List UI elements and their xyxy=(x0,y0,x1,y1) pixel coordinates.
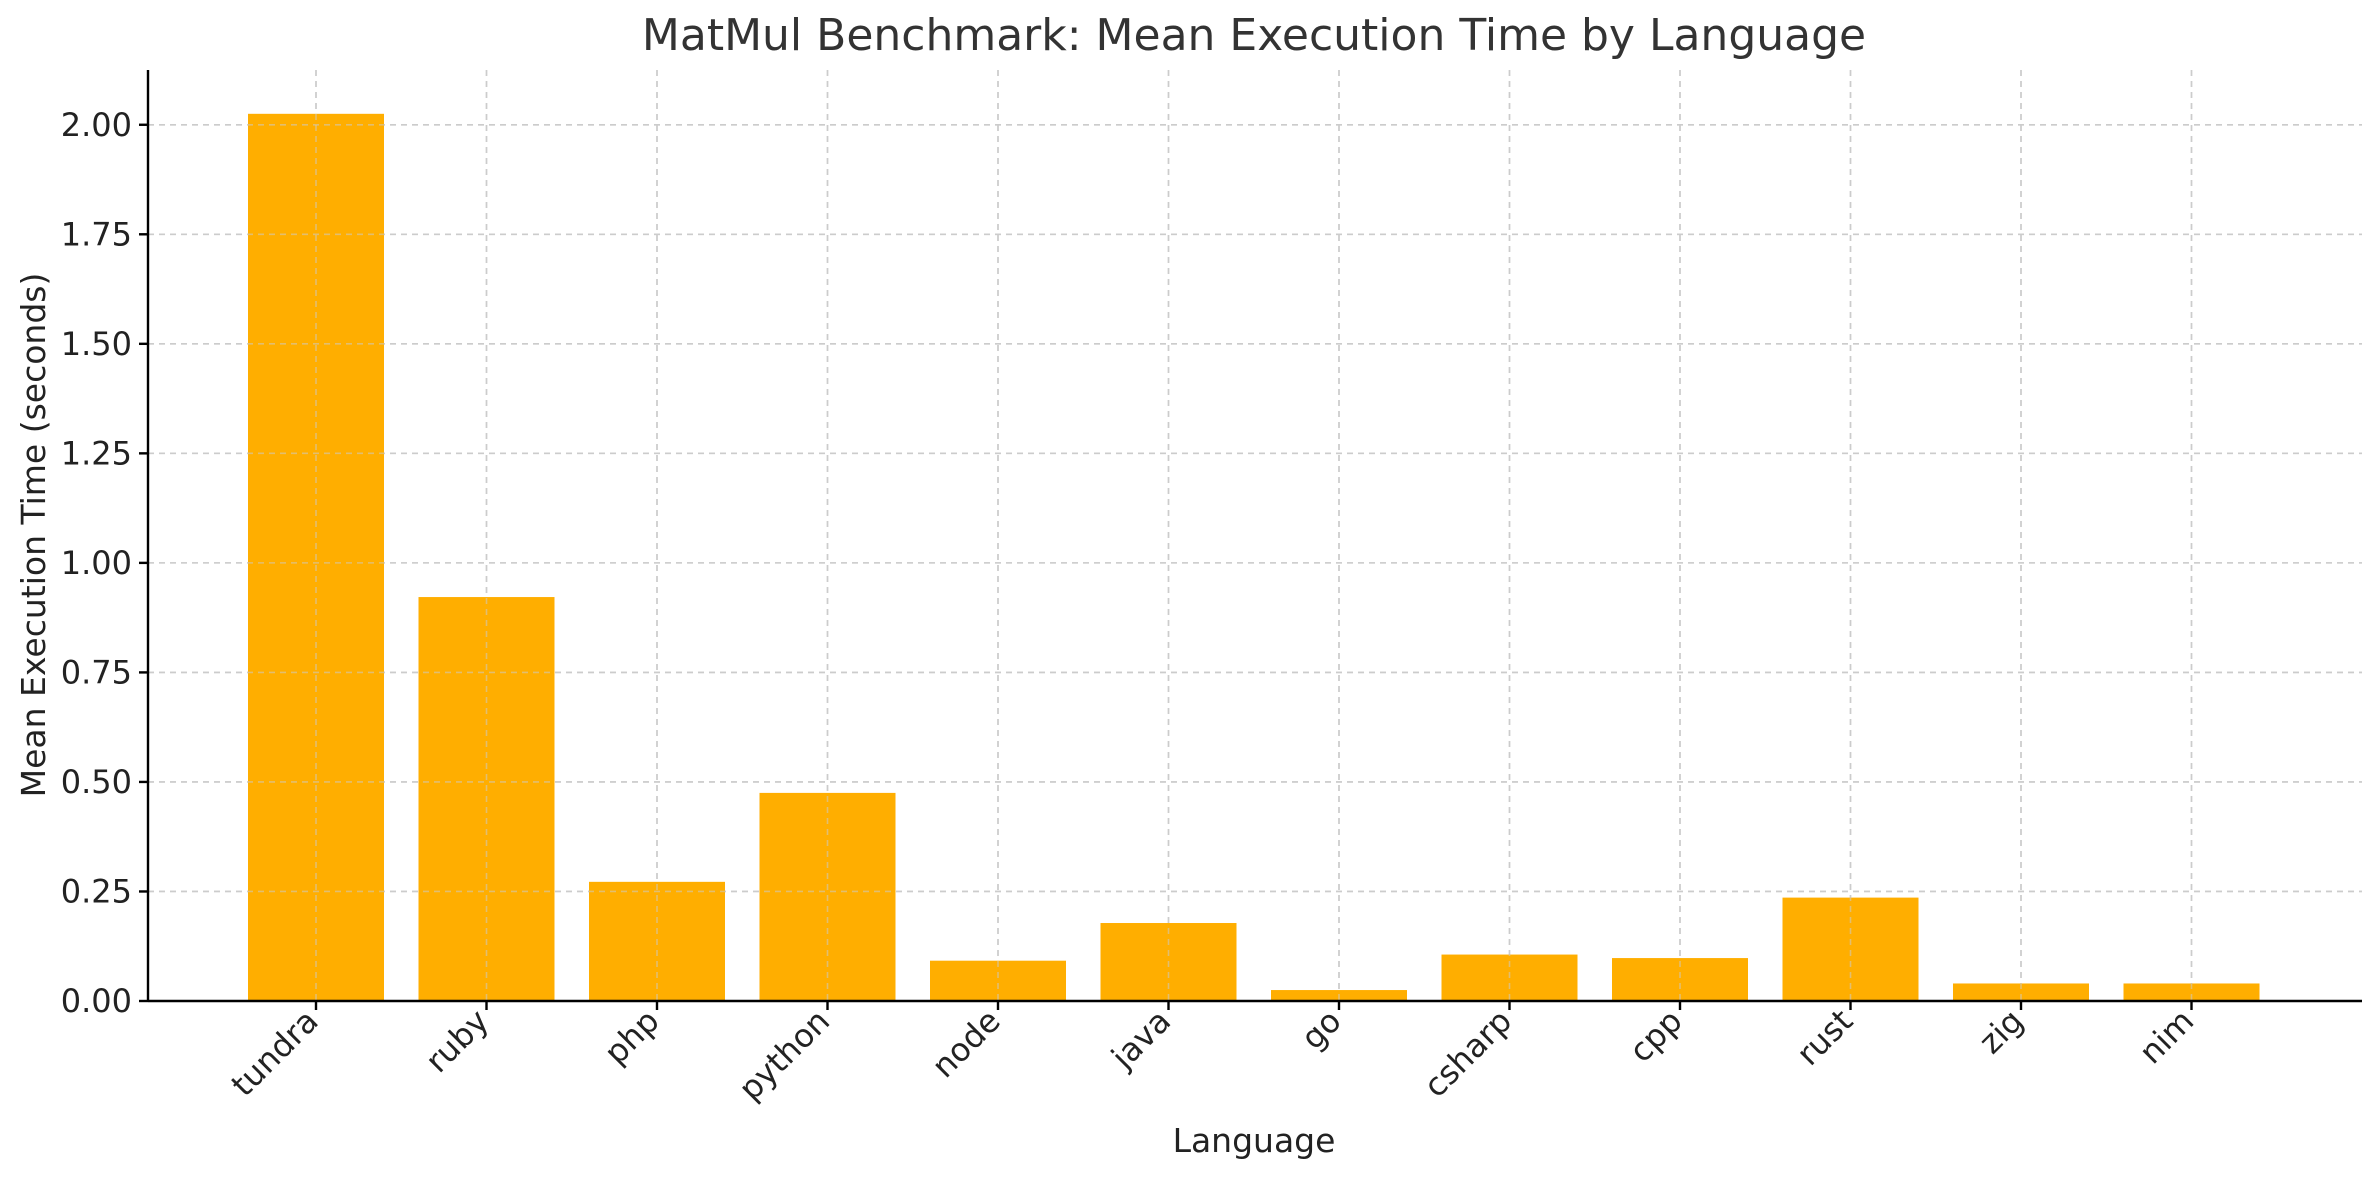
x-tick-label: java xyxy=(1103,1002,1178,1077)
x-tick-label: php xyxy=(597,1002,667,1072)
x-tick-label: nim xyxy=(2132,1002,2202,1072)
x-tick-labels: tundra ruby php python node java go csharp cpp ru… xyxy=(224,1002,2201,1108)
x-tick-label: tundra xyxy=(224,1002,326,1104)
x-axis-label: Language xyxy=(1173,1121,1336,1160)
y-tick-labels: 0.00 0.25 0.50 0.75 1.00 1.25 1.50 1.75 2.00 xyxy=(61,106,132,1020)
x-tick-label: go xyxy=(1294,1002,1349,1057)
x-tick-label: rust xyxy=(1789,1002,1860,1073)
axes xyxy=(139,70,2362,1010)
y-tick-label: 1.75 xyxy=(61,215,132,253)
x-tick-label: python xyxy=(731,1002,837,1108)
y-axis-label: Mean Execution Time (seconds) xyxy=(14,273,53,798)
y-tick-label: 0.75 xyxy=(61,653,132,691)
x-tick-label: zig xyxy=(1971,1002,2030,1061)
y-tick-label: 0.50 xyxy=(61,763,132,801)
y-tick-label: 0.00 xyxy=(61,982,132,1020)
y-tick-label: 0.25 xyxy=(61,872,132,910)
x-tick-label: node xyxy=(924,1002,1007,1085)
y-tick-label: 1.00 xyxy=(61,544,132,582)
x-tick-label: cpp xyxy=(1622,1002,1690,1070)
y-tick-label: 1.50 xyxy=(61,325,132,363)
bar-zig xyxy=(1953,983,2089,1001)
bars xyxy=(148,70,2362,1002)
x-tick-label: ruby xyxy=(418,1002,496,1080)
bar-nim xyxy=(2123,983,2260,1001)
chart-title: MatMul Benchmark: Mean Execution Time by… xyxy=(642,10,1866,61)
y-tick-label: 2.00 xyxy=(61,106,132,144)
x-tick-label: csharp xyxy=(1416,1002,1519,1105)
y-tick-label: 1.25 xyxy=(61,434,132,472)
